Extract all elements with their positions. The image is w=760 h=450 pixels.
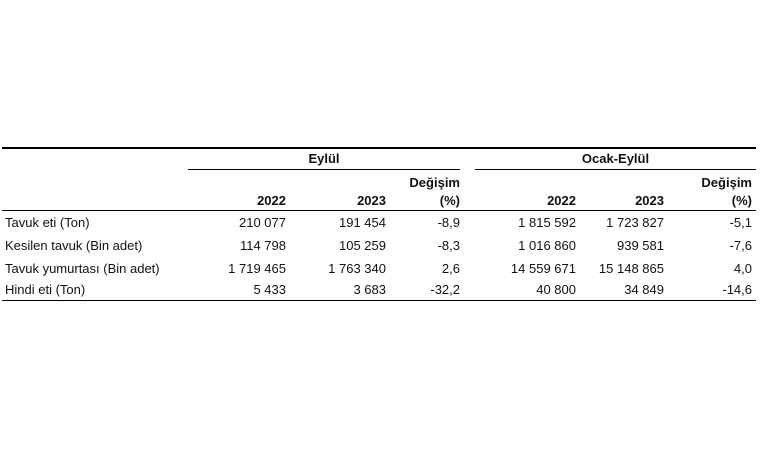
col-header-2022-eylul: 2022 [257, 193, 286, 208]
cell: 1 719 465 [228, 261, 286, 276]
cell: -8,3 [437, 238, 460, 253]
col-header-2023-ocak: 2023 [635, 193, 664, 208]
cell: 1 723 827 [606, 215, 664, 230]
col-header-2023-eylul: 2023 [357, 193, 386, 208]
cell: 40 800 [536, 282, 576, 297]
row-label: Tavuk eti (Ton) [5, 215, 90, 230]
cell: 34 849 [624, 282, 664, 297]
cell: 114 798 [239, 238, 286, 253]
cell: 210 077 [239, 215, 286, 230]
row-label: Tavuk yumurtası (Bin adet) [5, 261, 160, 276]
row-label: Kesilen tavuk (Bin adet) [5, 238, 143, 253]
cell: 105 259 [339, 238, 386, 253]
group-header-ocak-eylul: Ocak-Eylül [581, 151, 650, 166]
col-header-percent-ocak: (%) [731, 193, 752, 208]
cell: 1 763 340 [328, 261, 386, 276]
table-top-rule [2, 147, 756, 149]
cell: -7,6 [729, 238, 752, 253]
cell: -32,2 [430, 282, 460, 297]
group-underline-eylul [188, 169, 460, 170]
col-header-change-label-1: Değişim [409, 175, 460, 190]
cell: 1 016 860 [518, 238, 576, 253]
cell: -5,1 [729, 215, 752, 230]
cell: -8,9 [437, 215, 460, 230]
group-header-eylul: Eylül [308, 151, 340, 166]
cell: 5 433 [253, 282, 286, 297]
cell: 4,0 [733, 261, 752, 276]
table-bottom-rule [2, 300, 756, 301]
cell: 3 683 [353, 282, 386, 297]
col-header-change-label-2: Değişim [701, 175, 752, 190]
cell: 191 454 [339, 215, 386, 230]
cell: 15 148 865 [598, 261, 664, 276]
cell: 2,6 [441, 261, 460, 276]
cell: 939 581 [617, 238, 664, 253]
header-bottom-rule [2, 210, 756, 211]
col-header-percent-eylul: (%) [439, 193, 460, 208]
cell: 14 559 671 [510, 261, 576, 276]
cell: -14,6 [722, 282, 752, 297]
row-label: Hindi eti (Ton) [5, 282, 86, 297]
group-underline-ocak-eylul [475, 169, 756, 170]
col-header-2022-ocak: 2022 [547, 193, 576, 208]
cell: 1 815 592 [518, 215, 576, 230]
